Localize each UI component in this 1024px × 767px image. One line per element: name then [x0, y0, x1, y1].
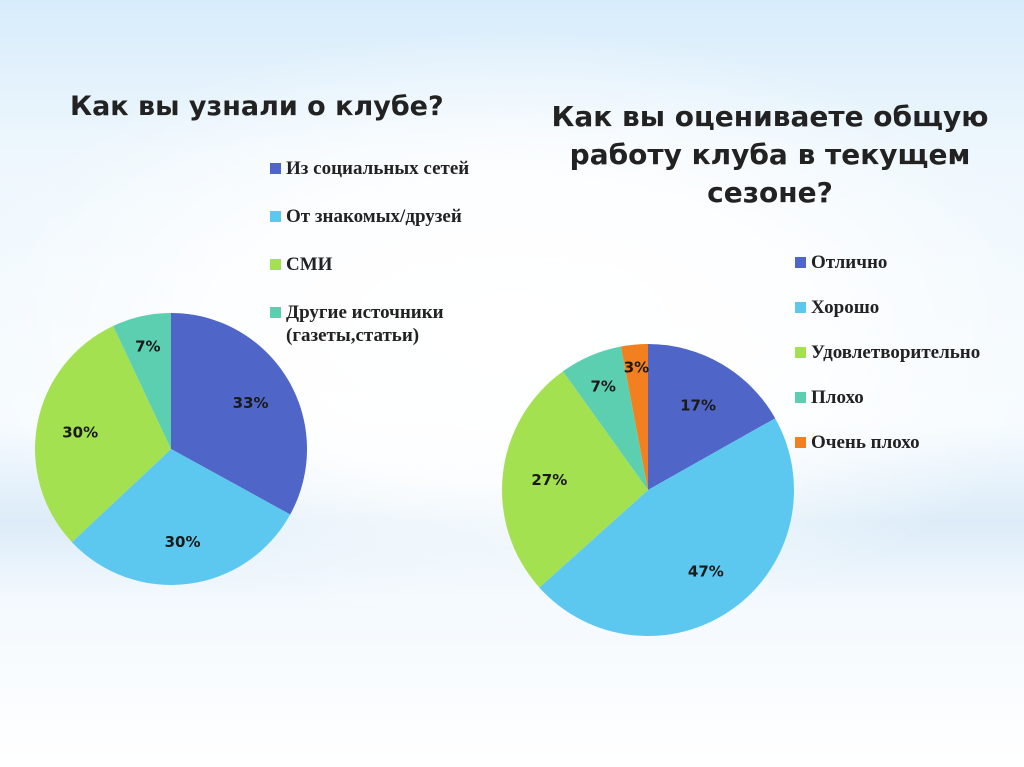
- chart-1-legend: Из социальных сетей От знакомых/друзей СМИ…: [270, 157, 530, 372]
- legend-item: Очень плохо: [795, 431, 1024, 454]
- legend-swatch: [270, 307, 281, 318]
- legend-item: Удовлетворительно: [795, 341, 1024, 364]
- legend-swatch: [270, 259, 281, 270]
- legend-item: Другие источники (газеты,статьи): [270, 301, 530, 347]
- pie-slice: [71, 449, 291, 585]
- pie-slice: [501, 371, 648, 588]
- legend-swatch: [795, 437, 806, 448]
- pie-slice: [620, 344, 648, 490]
- legend-swatch: [795, 347, 806, 358]
- data-label: 27%: [531, 471, 567, 489]
- pie-slice: [35, 325, 172, 543]
- legend-swatch: [795, 257, 806, 268]
- legend-item: Плохо: [795, 386, 1024, 409]
- legend-label: Другие источники (газеты,статьи): [286, 302, 444, 346]
- legend-item: СМИ: [270, 253, 530, 276]
- data-label: 3%: [624, 358, 649, 376]
- pie-slice: [562, 346, 648, 490]
- legend-label: Удовлетворительно: [811, 342, 981, 363]
- legend-swatch: [270, 211, 281, 222]
- legend-label: Хорошо: [811, 297, 880, 318]
- chart-1-title: Как вы узнали о клубе?: [70, 91, 444, 122]
- legend-label: Из социальных сетей: [286, 158, 470, 179]
- chart-2-legend: Отлично Хорошо Удовлетворительно Плохо Очень…: [795, 251, 1024, 476]
- pie-slice: [539, 418, 795, 636]
- legend-item: От знакомых/друзей: [270, 205, 530, 228]
- legend-label: СМИ: [286, 254, 333, 275]
- legend-item: Из социальных сетей: [270, 157, 530, 180]
- data-label: 33%: [233, 394, 269, 412]
- legend-swatch: [795, 392, 806, 403]
- pie-slice: [648, 344, 776, 490]
- legend-label: Очень плохо: [811, 432, 920, 453]
- pie-slice: [113, 313, 171, 449]
- data-label: 47%: [688, 563, 724, 581]
- data-label: 17%: [680, 396, 716, 414]
- data-label: 7%: [590, 377, 615, 395]
- legend-label: Отлично: [811, 252, 888, 273]
- legend-label: От знакомых/друзей: [286, 206, 462, 227]
- data-label: 30%: [62, 424, 98, 442]
- data-label: 30%: [165, 533, 201, 551]
- data-label: 7%: [135, 337, 160, 355]
- pie-slice: [171, 313, 307, 515]
- legend-swatch: [795, 302, 806, 313]
- legend-item: Хорошо: [795, 296, 1024, 319]
- legend-item: Отлично: [795, 251, 1024, 274]
- legend-label: Плохо: [811, 387, 864, 408]
- chart-2-title: Как вы оцениваете общую работу клуба в т…: [551, 100, 989, 209]
- legend-swatch: [270, 163, 281, 174]
